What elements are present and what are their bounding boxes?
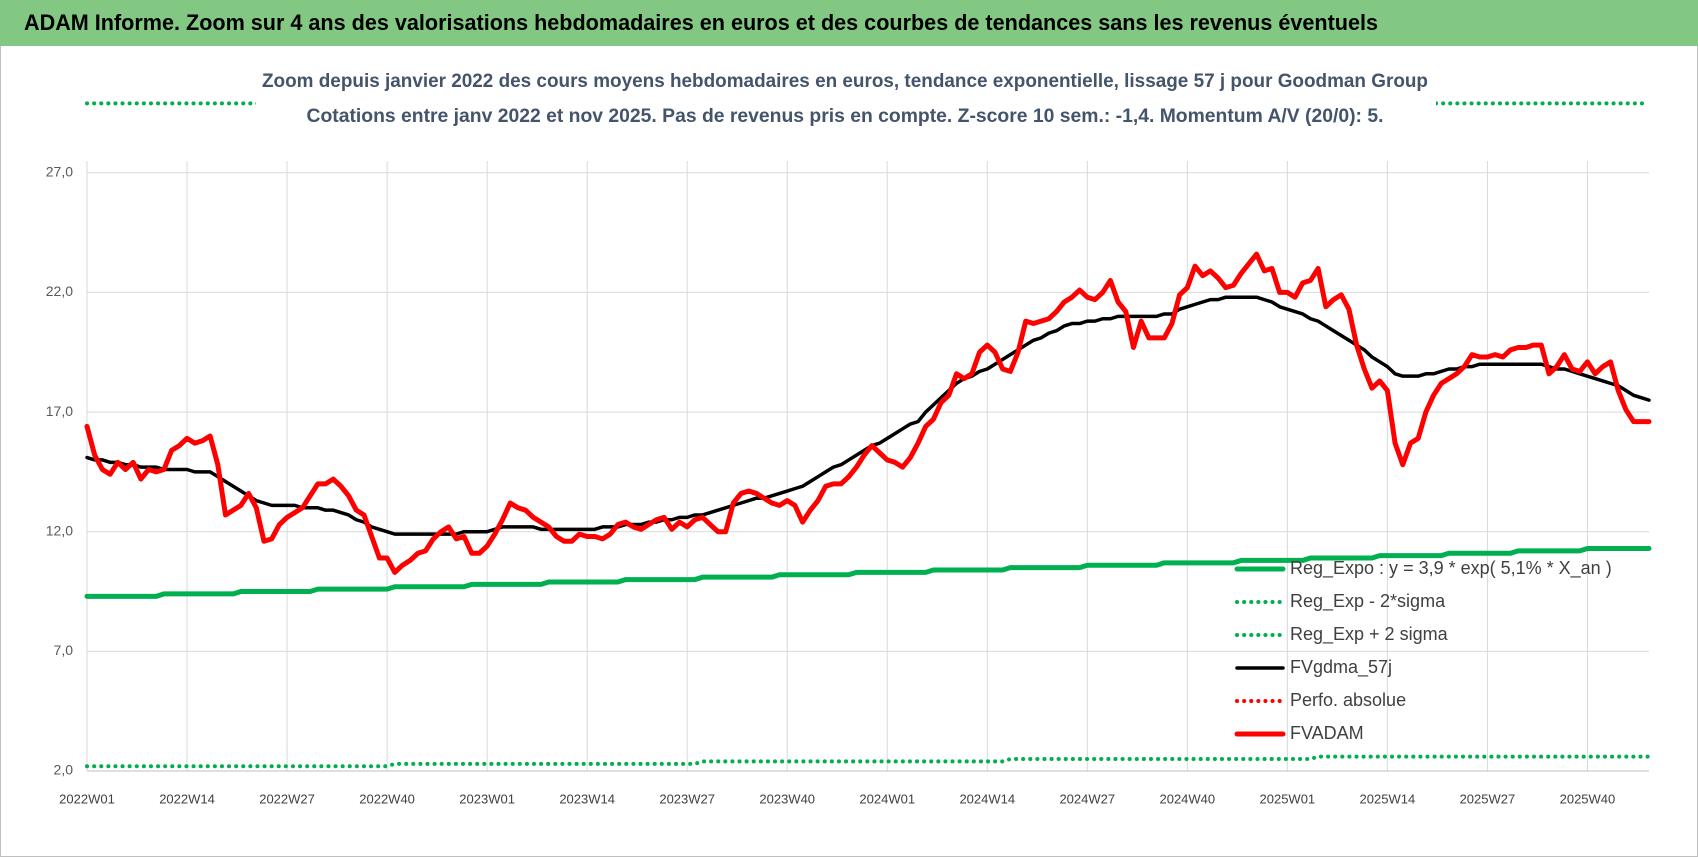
x-tick-label: 2024W40 <box>1159 791 1215 806</box>
legend-label: FVADAM <box>1290 723 1364 743</box>
y-tick-label: 12,0 <box>46 522 73 538</box>
x-tick-label: 2025W01 <box>1260 791 1316 806</box>
x-tick-label: 2023W40 <box>759 791 815 806</box>
x-tick-label: 2022W14 <box>159 791 215 806</box>
header-bar <box>0 0 1698 46</box>
x-tick-label: 2022W27 <box>259 791 315 806</box>
legend-label: FVgdma_57j <box>1290 657 1392 678</box>
legend-label: Reg_Exp + 2 sigma <box>1290 624 1449 645</box>
y-tick-label: 7,0 <box>54 642 74 658</box>
header-title: ADAM Informe. Zoom sur 4 ans des valoris… <box>24 10 1378 35</box>
title-box <box>256 62 1436 134</box>
legend-label: Perfo. absolue <box>1290 690 1406 710</box>
chart-title: Zoom depuis janvier 2022 des cours moyen… <box>262 71 1428 92</box>
x-tick-label: 2025W14 <box>1360 791 1416 806</box>
x-tick-label: 2024W14 <box>959 791 1015 806</box>
y-tick-label: 17,0 <box>46 403 73 419</box>
x-tick-label: 2023W01 <box>459 791 515 806</box>
chart-subtitle: Cotations entre janv 2022 et nov 2025. P… <box>307 106 1384 127</box>
x-tick-label: 2022W01 <box>59 791 115 806</box>
y-tick-label: 2,0 <box>54 762 74 778</box>
y-tick-label: 27,0 <box>46 163 73 179</box>
legend-label: Reg_Expo : y = 3,9 * exp( 5,1% * X_an ) <box>1290 558 1612 579</box>
x-tick-label: 2025W27 <box>1460 791 1516 806</box>
legend-label: Reg_Exp - 2*sigma <box>1290 591 1446 612</box>
series-line <box>84 251 1652 575</box>
y-tick-label: 22,0 <box>46 283 73 299</box>
series-line <box>84 545 1652 599</box>
x-tick-label: 2023W14 <box>559 791 615 806</box>
x-tick-label: 2024W27 <box>1059 791 1115 806</box>
x-tick-label: 2025W40 <box>1560 791 1616 806</box>
x-tick-label: 2023W27 <box>659 791 715 806</box>
series-line <box>85 754 1651 769</box>
legend: Reg_Expo : y = 3,9 * exp( 5,1% * X_an ) R… <box>1234 558 1612 743</box>
x-tick-label: 2024W01 <box>859 791 915 806</box>
plot-area: 2,0 7,0 12,0 17,0 22,0 27,0 2022W01 2022W14 2022… <box>46 101 1652 806</box>
x-tick-label: 2022W40 <box>359 791 415 806</box>
